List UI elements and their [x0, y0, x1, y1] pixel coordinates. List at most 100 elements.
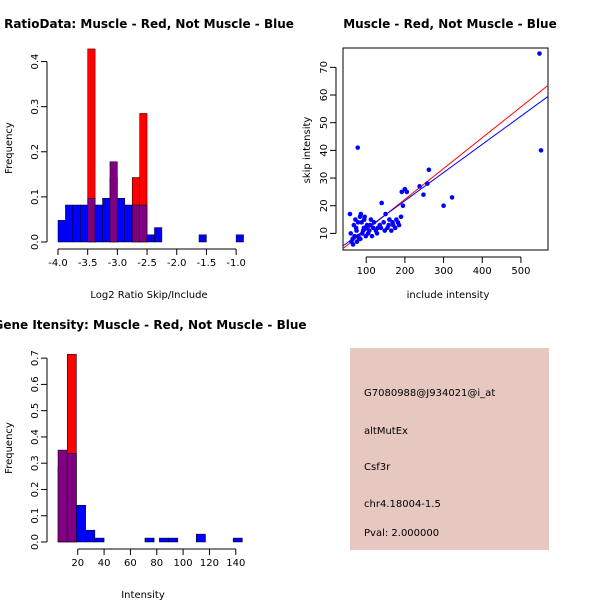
- y-tick-label: 0.0: [30, 534, 41, 550]
- y-tick-label: 0.3: [30, 99, 41, 115]
- intensity-histogram-panel: Gene Itensity: Muscle - Red, Not Muscle …: [0, 318, 307, 600]
- scatter-point: [347, 211, 353, 217]
- x-tick-label: 40: [98, 558, 111, 569]
- scatter-point: [363, 233, 369, 239]
- intensity-histogram-xlabel: Intensity: [121, 590, 165, 600]
- info-panel-background: [350, 348, 549, 550]
- info-pval: Pval: 2.000000: [364, 528, 439, 539]
- x-tick-label: -2.5: [137, 258, 157, 269]
- not-muscle-bar-2: [76, 504, 86, 543]
- scatter-point: [348, 231, 354, 236]
- not-muscle-bar-12: [146, 234, 155, 243]
- not-muscle-bar-9: [124, 204, 133, 243]
- not-muscle-bar-11: [139, 204, 148, 243]
- not-muscle-bar-10: [131, 204, 140, 243]
- scatter-plot-frame: [342, 47, 549, 251]
- scatter-point: [355, 220, 361, 225]
- scatter-point: [394, 217, 399, 222]
- x-tick-label: -4.0: [48, 258, 68, 269]
- intensity-histogram-bars: [57, 353, 243, 543]
- ratio-histogram-panel: RatioData: Muscle - Red, Not Muscle - Bl…: [4, 17, 294, 301]
- ratio-histogram-title: RatioData: Muscle - Red, Not Muscle - Bl…: [4, 17, 294, 31]
- scatter-point: [426, 167, 432, 173]
- scatter-point: [399, 189, 405, 195]
- x-tick-label: -2.0: [167, 258, 187, 269]
- x-tick-label: 80: [150, 558, 163, 569]
- not-muscle-bar-0: [57, 449, 68, 543]
- y-tick-label: 0.1: [30, 189, 41, 205]
- y-tick-label: 70: [319, 61, 330, 74]
- scatter-point: [390, 220, 395, 225]
- x-tick-label: 500: [511, 266, 530, 277]
- y-tick-label: 0.2: [30, 482, 41, 498]
- not-muscle-bar-8: [117, 197, 126, 243]
- scatter-point: [441, 203, 446, 209]
- not-muscle-bar-7: [109, 161, 118, 243]
- scatter-point: [538, 148, 544, 153]
- not-muscle-bar-4: [87, 197, 96, 243]
- scatter-point: [357, 214, 363, 220]
- y-tick-label: 50: [319, 116, 330, 129]
- not-muscle-bar-6: [159, 537, 169, 543]
- not-muscle-bar-6: [102, 197, 111, 243]
- info-location: chr4.18004-1.5: [364, 499, 441, 510]
- x-tick-label: -1.5: [197, 258, 217, 269]
- x-tick-label: -3.0: [108, 258, 128, 269]
- scatter-point: [386, 222, 391, 228]
- not-muscle-bar-3: [85, 529, 96, 543]
- x-tick-label: 100: [357, 266, 376, 277]
- scatter-point: [374, 231, 380, 236]
- scatter-point: [387, 217, 392, 222]
- not-muscle-bar-0: [57, 220, 66, 243]
- x-tick-label: 140: [226, 558, 245, 569]
- info-probe-id: G7080988@J934021@i_at: [364, 388, 495, 399]
- not-muscle-bar-14: [198, 234, 207, 243]
- scatter-point: [353, 225, 359, 231]
- scatter-points: [347, 51, 544, 247]
- scatter-panel: Muscle - Red, Not Muscle - Blue 100 200 30…: [302, 17, 557, 301]
- scatter-point: [371, 220, 377, 225]
- y-tick-label: 0.3: [30, 455, 41, 471]
- regression-line-1: [342, 96, 549, 247]
- not-muscle-bar-4: [94, 537, 105, 543]
- y-tick-label: 0.0: [30, 234, 41, 250]
- x-tick-label: -3.5: [78, 258, 98, 269]
- intensity-histogram-ylabel: Frequency: [4, 422, 15, 474]
- scatter-point: [383, 211, 388, 217]
- y-tick-label: 40: [319, 144, 330, 157]
- scatter-point: [398, 214, 404, 220]
- y-tick-label: 0.6: [30, 376, 41, 392]
- y-tick-label: 60: [319, 89, 330, 102]
- y-tick-label: 20: [319, 199, 330, 212]
- scatter-point: [421, 192, 426, 197]
- not-muscle-bar-5: [144, 537, 155, 543]
- not-muscle-bar-8: [196, 533, 206, 543]
- scatter-point: [396, 222, 402, 228]
- y-tick-label: 10: [319, 227, 330, 240]
- x-tick-label: -1.0: [226, 258, 246, 269]
- scatter-point: [449, 195, 455, 200]
- x-tick-label: 20: [71, 558, 84, 569]
- y-tick-label: 0.4: [30, 54, 41, 70]
- x-tick-label: 200: [395, 266, 414, 277]
- x-tick-label: 400: [473, 266, 492, 277]
- scatter-point: [537, 51, 542, 56]
- scatter-point: [355, 145, 360, 150]
- not-muscle-bar-9: [232, 537, 243, 543]
- y-tick-label: 0.2: [30, 144, 41, 160]
- scatter-point: [404, 189, 410, 195]
- scatter-title: Muscle - Red, Not Muscle - Blue: [343, 17, 557, 31]
- scatter-point: [400, 203, 406, 209]
- y-tick-label: 0.5: [30, 403, 41, 419]
- info-gene: Csf3r: [364, 462, 391, 473]
- scatter-axes: 100 200 300 400 500 10 20 30 40 50 60 70: [319, 61, 530, 277]
- scatter-point: [359, 220, 364, 225]
- scatter-point: [389, 228, 394, 233]
- scatter-point: [417, 184, 422, 189]
- scatter-point: [361, 225, 367, 231]
- scatter-point: [425, 181, 430, 186]
- scatter-point: [356, 236, 362, 242]
- not-muscle-bar-2: [72, 204, 81, 243]
- x-tick-label: 300: [434, 266, 453, 277]
